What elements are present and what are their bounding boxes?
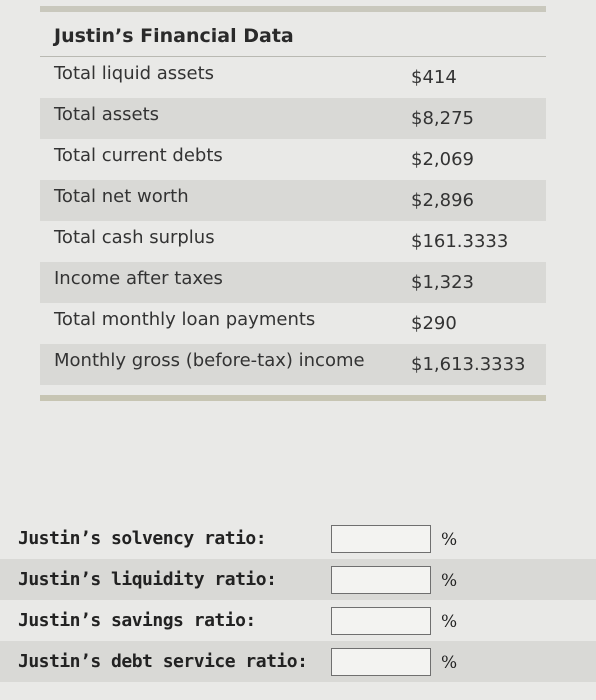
solvency-ratio-label: Justin’s solvency ratio: <box>18 528 267 549</box>
percent-unit: % <box>441 530 458 550</box>
percent-unit: % <box>441 653 458 673</box>
table-row: Total assets $8,275 <box>40 98 546 139</box>
table-row: Total current debts $2,069 <box>40 139 546 180</box>
liquidity-ratio-label: Justin’s liquidity ratio: <box>18 569 277 590</box>
percent-unit: % <box>441 612 458 632</box>
financial-data-table: Justin’s Financial Data Total liquid ass… <box>40 16 546 401</box>
table-row: Monthly gross (before-tax) income $1,613… <box>40 344 546 385</box>
liquidity-ratio-row: Justin’s liquidity ratio: % <box>0 559 596 600</box>
percent-unit: % <box>441 571 458 591</box>
row-label: Monthly gross (before-tax) income <box>54 350 365 371</box>
row-label: Income after taxes <box>54 268 223 289</box>
row-label: Total assets <box>54 104 160 125</box>
table-row: Total net worth $2,896 <box>40 180 546 221</box>
row-value: $290 <box>411 313 457 334</box>
row-value: $2,069 <box>411 149 474 170</box>
debt-service-ratio-row: Justin’s debt service ratio: % <box>0 641 596 682</box>
table-row: Total liquid assets $414 <box>40 57 546 98</box>
row-label: Total net worth <box>54 186 189 207</box>
solvency-ratio-input[interactable] <box>331 525 431 553</box>
row-value: $2,896 <box>411 190 474 211</box>
ratio-answers: Justin’s solvency ratio: % Justin’s liqu… <box>0 518 596 682</box>
row-value: $1,323 <box>411 272 474 293</box>
liquidity-ratio-input[interactable] <box>331 566 431 594</box>
savings-ratio-label: Justin’s savings ratio: <box>18 610 256 631</box>
row-label: Total liquid assets <box>54 63 215 84</box>
row-value: $1,613.3333 <box>411 354 526 375</box>
table-row: Total cash surplus $161.3333 <box>40 221 546 262</box>
table-top-rule <box>40 6 546 12</box>
savings-ratio-input[interactable] <box>331 607 431 635</box>
table-title: Justin’s Financial Data <box>40 16 546 57</box>
debt-service-ratio-label: Justin’s debt service ratio: <box>18 651 308 672</box>
row-value: $8,275 <box>411 108 474 129</box>
row-label: Total monthly loan payments <box>54 309 316 330</box>
table-row: Total monthly loan payments $290 <box>40 303 546 344</box>
row-value: $161.3333 <box>411 231 509 252</box>
row-label: Total cash surplus <box>54 227 215 248</box>
row-label: Total current debts <box>54 145 223 166</box>
row-value: $414 <box>411 67 457 88</box>
savings-ratio-row: Justin’s savings ratio: % <box>0 600 596 641</box>
table-bottom-rule <box>40 395 546 401</box>
solvency-ratio-row: Justin’s solvency ratio: % <box>0 518 596 559</box>
table-row: Income after taxes $1,323 <box>40 262 546 303</box>
debt-service-ratio-input[interactable] <box>331 648 431 676</box>
